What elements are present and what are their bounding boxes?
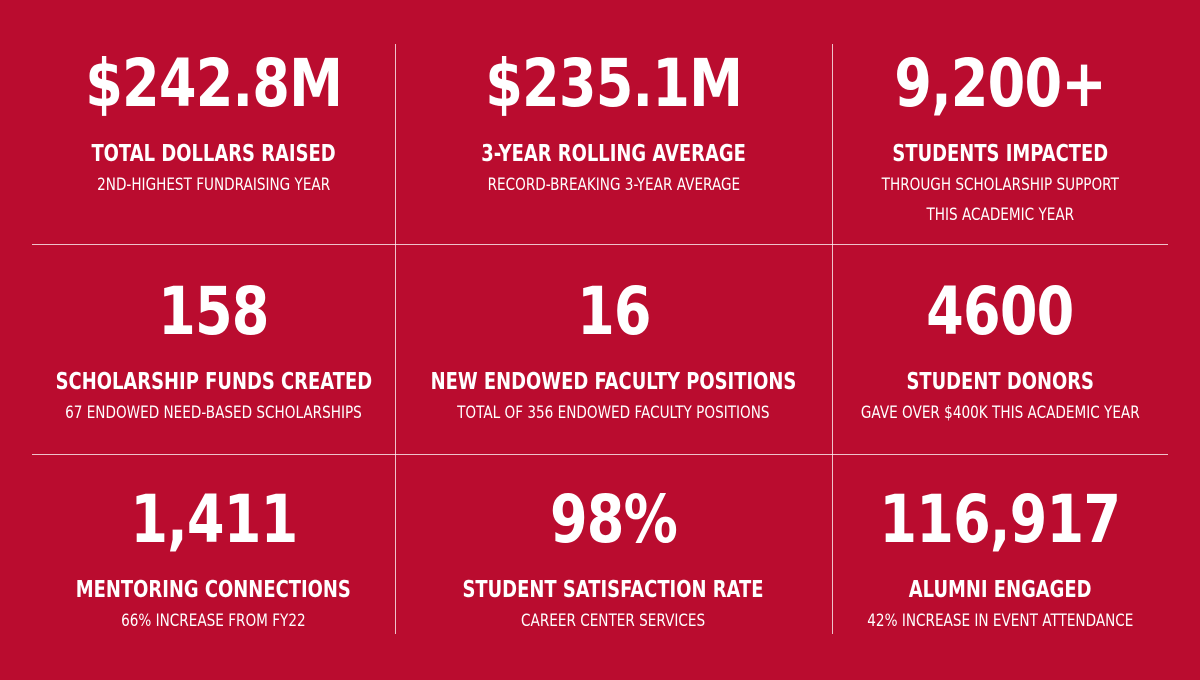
stat-subtext: THIS ACADEMIC YEAR: [926, 205, 1074, 225]
stat-card-alumni-engaged: 116,917 ALUMNI ENGAGED 42% INCREASE IN E…: [832, 480, 1168, 636]
stat-card-student-donors: 4600 STUDENT DONORS GAVE OVER $400K THIS…: [832, 272, 1168, 428]
stat-value: 116,917: [879, 481, 1122, 558]
stat-card-scholarship-funds: 158 SCHOLARSHIP FUNDS CREATED 67 ENDOWED…: [32, 272, 395, 428]
stat-subtext: GAVE OVER $400K THIS ACADEMIC YEAR: [860, 403, 1140, 423]
stat-subtext: 66% INCREASE FROM FY22: [121, 611, 306, 631]
stat-label: SCHOLARSHIP FUNDS CREATED: [55, 369, 372, 395]
stat-value: 98%: [549, 481, 678, 558]
stat-card-total-dollars: $242.8M TOTAL DOLLARS RAISED 2ND-HIGHEST…: [32, 44, 395, 200]
stat-card-mentoring: 1,411 MENTORING CONNECTIONS 66% INCREASE…: [32, 480, 395, 636]
stat-value: $235.1M: [485, 45, 743, 122]
stat-value: $242.8M: [85, 45, 343, 122]
stat-label: STUDENT SATISFACTION RATE: [462, 577, 765, 603]
stat-value: 158: [158, 273, 269, 350]
stat-label: MENTORING CONNECTIONS: [75, 577, 352, 603]
stat-label: STUDENT DONORS: [906, 369, 1094, 395]
stat-subtext: 42% INCREASE IN EVENT ATTENDANCE: [866, 611, 1134, 631]
stat-card-faculty-positions: 16 NEW ENDOWED FACULTY POSITIONS TOTAL O…: [395, 272, 832, 428]
column-divider: [832, 44, 833, 634]
stat-card-satisfaction: 98% STUDENT SATISFACTION RATE CAREER CEN…: [395, 480, 832, 636]
stat-label: ALUMNI ENGAGED: [908, 577, 1092, 603]
row-divider: [32, 454, 1168, 455]
stat-card-students-impacted: 9,200+ STUDENTS IMPACTED THROUGH SCHOLAR…: [832, 44, 1168, 230]
stat-value: 4600: [926, 273, 1074, 350]
stat-label: TOTAL DOLLARS RAISED: [91, 141, 336, 167]
column-divider: [395, 44, 396, 634]
stat-value: 16: [576, 273, 652, 350]
stat-subtext: CAREER CENTER SERVICES: [521, 611, 706, 631]
stats-grid: $242.8M TOTAL DOLLARS RAISED 2ND-HIGHEST…: [32, 44, 1168, 634]
stat-card-rolling-average: $235.1M 3-YEAR ROLLING AVERAGE RECORD-BR…: [395, 44, 832, 200]
stat-label: STUDENTS IMPACTED: [892, 141, 1108, 167]
stat-label: NEW ENDOWED FACULTY POSITIONS: [430, 369, 797, 395]
stat-label: 3-YEAR ROLLING AVERAGE: [481, 141, 746, 167]
stat-subtext: RECORD-BREAKING 3-YEAR AVERAGE: [487, 175, 740, 195]
stat-subtext: TOTAL OF 356 ENDOWED FACULTY POSITIONS: [457, 403, 770, 423]
stat-subtext: 67 ENDOWED NEED-BASED SCHOLARSHIPS: [65, 403, 362, 423]
stat-value: 9,200+: [894, 45, 1106, 122]
stat-subtext: 2ND-HIGHEST FUNDRAISING YEAR: [96, 175, 331, 195]
stat-value: 1,411: [129, 481, 298, 558]
stat-subtext: THROUGH SCHOLARSHIP SUPPORT: [881, 175, 1119, 195]
row-divider: [32, 244, 1168, 245]
